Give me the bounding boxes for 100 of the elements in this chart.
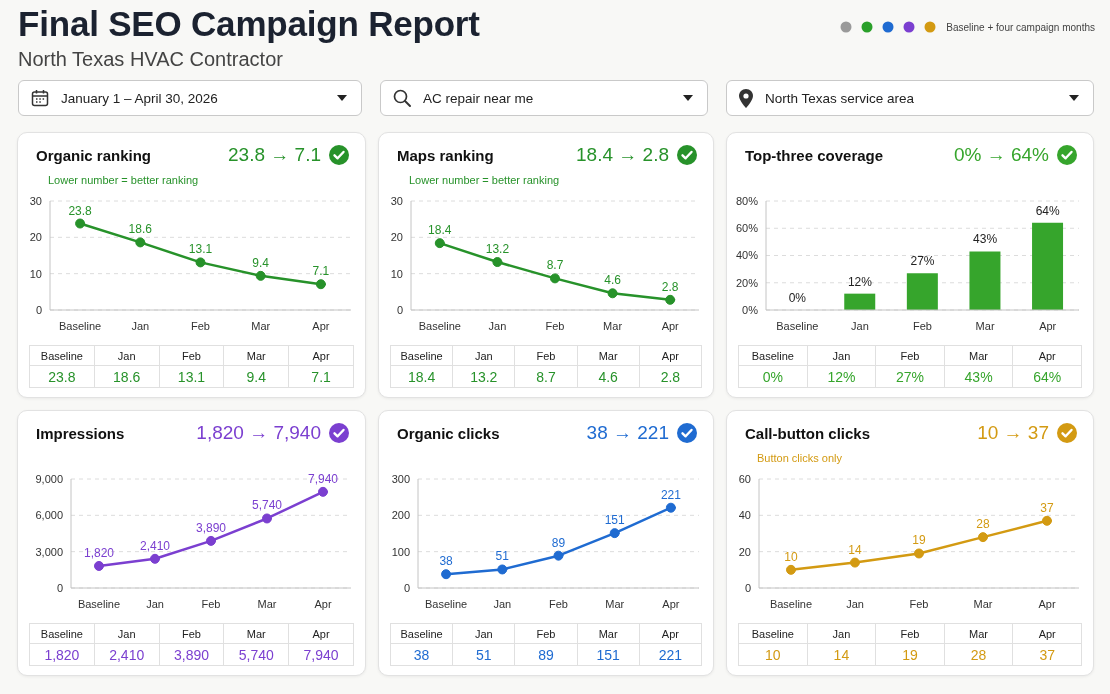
data-label: 64% [1033,368,1062,385]
text: 18.4 [428,223,452,238]
text: 0% [788,291,806,305]
chart-title: Organic ranking [36,147,152,164]
y-tick-label: 9,000 [35,472,63,485]
chart-title: Call-button clicks [745,425,871,442]
data-label: 0% [762,368,783,385]
point [315,279,326,290]
y-tick-label: 0 [56,581,63,594]
text: 19 [912,533,926,548]
y-tick-label: 60% [735,222,759,235]
chart-title: Top-three coverage [745,147,884,164]
category-label: Baseline [400,627,443,640]
point [318,486,328,497]
text: 18.4 → 2.8 [576,144,669,165]
point [550,273,560,284]
x-tick-label: Feb [201,597,221,610]
x-tick-label: Feb [909,597,929,610]
point [441,569,452,580]
y-tick-label: 20 [29,231,42,244]
text: 2.8 [661,279,679,294]
bar [969,251,1001,310]
category-label: Jan [117,627,136,640]
text: Final SEO Campaign Report [18,4,480,43]
category-label: Feb [182,349,201,362]
point [195,257,206,268]
x-tick-label: Feb [549,597,568,610]
data-label: 9.4 [246,368,267,385]
category-label: Apr [312,349,330,362]
point [786,564,796,575]
x-tick-label: Apr [314,597,332,610]
category-label: Mar [246,627,266,640]
data-label: 13.1 [177,368,206,385]
point [150,553,160,564]
x-tick-label: Jan [493,597,512,610]
category-label: Apr [1038,349,1056,362]
data-label: 89 [538,646,554,663]
search-field: AC repair near me [380,80,708,116]
data-label: 2,410 [139,538,171,553]
point [607,288,618,299]
text: 51 [495,549,509,564]
category-label: Jan [474,349,493,362]
category-label: Feb [900,349,920,362]
point [914,548,924,559]
text: 5,740 [238,646,274,663]
text: 8.7 [546,258,564,273]
x-tick-label: Feb [191,319,210,332]
bar [906,273,938,310]
point [850,557,860,568]
data-label: 10 [765,646,781,663]
category-label: Mar [246,349,266,362]
x-tick-label: Baseline [77,597,121,610]
y-tick-label: 10 [29,267,42,280]
category-label: Feb [536,349,556,362]
x-tick-label: Baseline [776,319,819,332]
text: 89 [551,535,566,550]
data-label: 18.6 [113,368,141,385]
data-label: 221 [658,646,683,663]
x-tick-label: Baseline [425,597,468,610]
text: 12% [847,274,872,289]
x-tick-label: Baseline [418,319,461,332]
x-tick-label: Jan [846,597,864,610]
point [135,237,146,248]
point [206,535,216,546]
point [553,550,564,561]
x-tick-label: Mar [975,319,995,332]
text: North Texas HVAC Contractor [18,48,283,70]
y-tick-label: 6,000 [35,509,63,522]
x-tick-label: Apr [312,319,330,332]
category-label: Jan [117,349,136,362]
data-label: 38 [413,646,430,663]
x-tick-label: Feb [913,319,932,332]
text: 18.6 [128,222,152,237]
point [75,218,86,229]
text: 38 [439,554,453,569]
text: 64% [1035,203,1060,218]
data-label: 12% [827,368,856,385]
category-label: Baseline [40,627,83,640]
x-tick-label: Jan [131,319,150,332]
text: 23.8 → 7.1 [228,144,321,165]
y-tick-label: 10 [390,267,403,280]
x-tick-label: Apr [1038,597,1056,610]
x-tick-label: Apr [662,597,680,610]
text: 27% [910,254,935,269]
point [255,270,266,281]
category-label: Apr [661,349,679,362]
data-label: 7.1 [311,368,331,385]
chart-title: Organic clicks [397,425,500,442]
chart-subtitle: Lower number = better ranking [48,174,199,186]
data-label: 8.7 [536,368,556,385]
x-tick-label: Baseline [59,319,102,332]
x-tick-label: Mar [973,597,993,610]
data-label: 5,740 [251,498,283,513]
category-label: Baseline [751,349,794,362]
x-tick-label: Mar [605,597,625,610]
y-tick-label: 40% [735,249,759,262]
data-label: 28 [970,646,987,663]
text: 7,940 [303,646,339,663]
y-tick-label: 80% [735,194,759,207]
text: 3,890 [173,646,210,663]
